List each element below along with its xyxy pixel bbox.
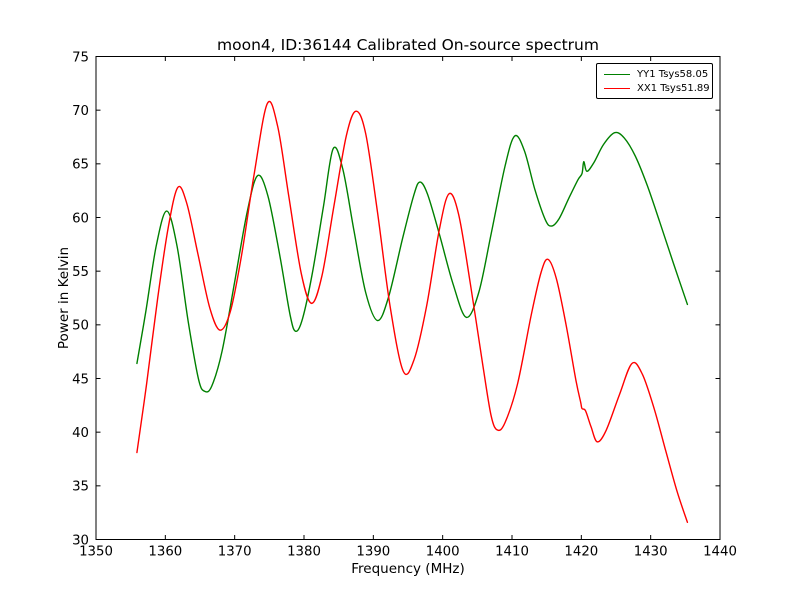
legend-line-sample <box>604 87 630 89</box>
y-tick-label: 30 <box>72 533 89 548</box>
x-tick-label: 1370 <box>218 545 252 560</box>
legend-label: XX1 Tsys51.89 <box>637 82 710 94</box>
y-tick-label: 60 <box>72 211 89 226</box>
y-tick-label: 70 <box>72 104 89 119</box>
legend-label: YY1 Tsys58.05 <box>637 68 709 80</box>
x-tick-label: 1350 <box>79 545 113 560</box>
y-tick-label: 65 <box>72 158 89 173</box>
y-tick-label: 50 <box>72 319 89 334</box>
chart-title: moon4, ID:36144 Calibrated On-source spe… <box>217 36 599 54</box>
series-line-xx1 <box>136 100 689 524</box>
legend-entry: XX1 Tsys51.89 <box>604 81 710 95</box>
x-tick-label: 1360 <box>148 545 182 560</box>
x-tick-label: 1390 <box>356 545 390 560</box>
legend-entry: YY1 Tsys58.05 <box>604 67 709 81</box>
y-tick-label: 55 <box>72 265 89 280</box>
legend-line-sample <box>604 73 630 75</box>
series-line-yy1 <box>136 131 689 393</box>
y-tick-label: 45 <box>72 372 89 387</box>
x-tick-label: 1430 <box>634 545 668 560</box>
y-tick-label: 75 <box>72 50 89 65</box>
legend: YY1 Tsys58.05 XX1 Tsys51.89 <box>596 63 713 99</box>
x-axis-label: Frequency (MHz) <box>351 561 465 577</box>
x-tick-label: 1440 <box>703 545 737 560</box>
x-tick-label: 1380 <box>287 545 321 560</box>
y-tick-label: 40 <box>72 426 89 441</box>
y-tick-label: 35 <box>72 480 89 495</box>
x-tick-label: 1410 <box>495 545 529 560</box>
x-tick-label: 1420 <box>564 545 598 560</box>
x-tick-label: 1400 <box>426 545 460 560</box>
plot-spines <box>95 56 721 540</box>
